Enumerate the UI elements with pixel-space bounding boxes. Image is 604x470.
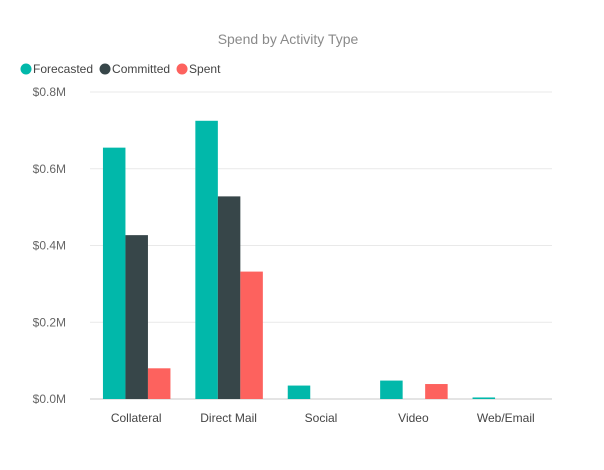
bar[interactable] [380, 380, 403, 399]
bar[interactable] [287, 385, 311, 399]
bar[interactable] [425, 384, 448, 399]
legend-label: Committed [112, 62, 170, 76]
legend-marker [20, 63, 32, 75]
bars [102, 120, 496, 399]
legend-item[interactable]: Committed [99, 62, 171, 76]
y-tick-label: $0.6M [33, 162, 66, 176]
x-axis: Collateral Direct Mail Social Video Web/Emai… [111, 411, 535, 425]
x-tick-label: Direct Mail [200, 411, 257, 425]
legend-marker [176, 63, 188, 75]
bar[interactable] [195, 120, 218, 399]
x-tick-label: Social [305, 411, 338, 425]
bar[interactable] [125, 235, 148, 399]
legend: Forecasted Committed Spent [20, 62, 222, 76]
y-tick-label: $0.0M [33, 392, 66, 406]
legend-marker [99, 63, 111, 75]
y-tick-label: $0.4M [33, 239, 66, 253]
legend-label: Spent [189, 62, 221, 76]
x-tick-label: Web/Email [477, 411, 535, 425]
legend-label: Forecasted [33, 62, 93, 76]
y-tick-label: $0.2M [33, 315, 66, 329]
bar[interactable] [240, 271, 263, 399]
legend-item[interactable]: Spent [176, 62, 222, 76]
bar[interactable] [102, 147, 126, 399]
bar[interactable] [217, 196, 241, 399]
chart-title: Spend by Activity Type [218, 31, 359, 47]
x-tick-label: Collateral [111, 411, 162, 425]
bar[interactable] [472, 397, 496, 399]
y-tick-label: $0.8M [33, 85, 66, 99]
x-tick-label: Video [398, 411, 429, 425]
gridlines [90, 91, 552, 400]
legend-item[interactable]: Forecasted [20, 62, 94, 76]
bar[interactable] [147, 368, 171, 399]
y-axis: $0.0M $0.2M $0.4M $0.6M $0.8M [33, 85, 66, 406]
